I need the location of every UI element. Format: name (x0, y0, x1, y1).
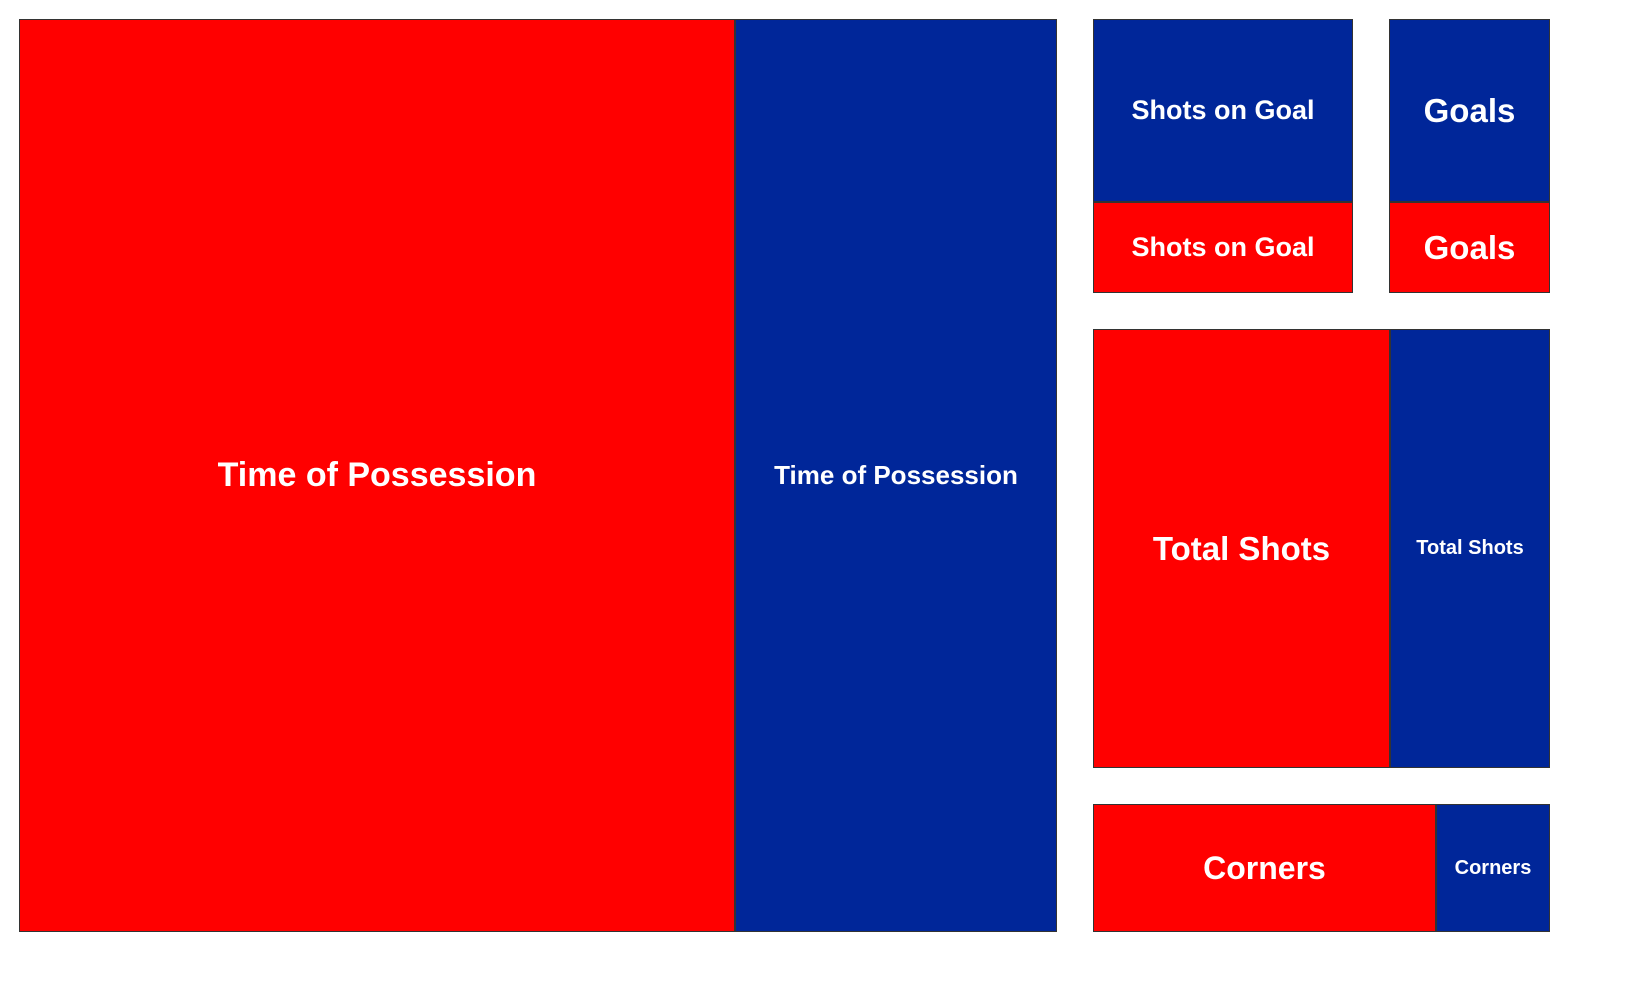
treemap-tile-label: Goals (1423, 91, 1516, 129)
treemap-tile-label: Corners (1454, 856, 1532, 879)
treemap-tile-label: Total Shots (1416, 537, 1524, 559)
treemap-tile-corners-2: Corners (1436, 804, 1550, 932)
treemap-tile-label: Time of Possession (217, 456, 537, 494)
treemap-tile-label: Shots on Goal (1131, 232, 1315, 262)
treemap-tile-label: Corners (1203, 849, 1326, 886)
treemap-tile-corners-1: Corners (1093, 804, 1436, 932)
treemap-tile-shots-on-goal-1: Shots on Goal (1093, 19, 1353, 202)
treemap-tile-label: Time of Possession (774, 460, 1018, 490)
treemap-tile-time-of-possession-2: Time of Possession (735, 19, 1057, 932)
treemap-tile-goals-1: Goals (1389, 19, 1550, 202)
treemap-tile-total-shots-1: Total Shots (1093, 329, 1390, 768)
treemap-tile-label: Total Shots (1152, 529, 1331, 567)
treemap-tile-shots-on-goal-2: Shots on Goal (1093, 202, 1353, 293)
treemap-tile-goals-2: Goals (1389, 202, 1550, 293)
treemap-tile-time-of-possession-1: Time of Possession (19, 19, 735, 932)
treemap-tile-total-shots-2: Total Shots (1390, 329, 1550, 768)
treemap-tile-label: Shots on Goal (1131, 95, 1315, 125)
treemap-tile-label: Goals (1423, 228, 1516, 266)
